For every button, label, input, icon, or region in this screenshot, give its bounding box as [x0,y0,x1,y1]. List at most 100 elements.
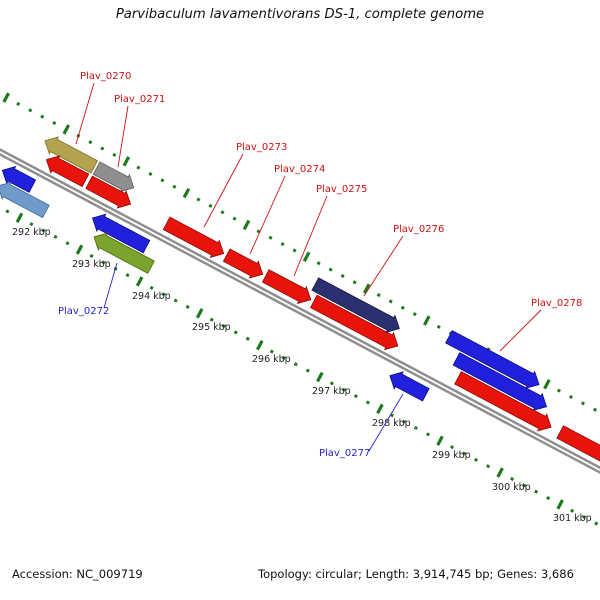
axis-minor-tick [28,108,33,113]
gene-label[interactable]: Plav_0274 [274,164,325,175]
gene-arrow-Plav_0274[interactable] [222,247,267,283]
axis-minor-tick [293,362,298,367]
axis-major-tick [2,92,10,103]
footer-summary: Topology: circular; Length: 3,914,745 bp… [257,567,574,581]
axis-minor-tick [112,152,117,157]
axis-minor-tick [352,280,357,285]
axis-minor-tick [592,407,598,412]
axis-tick-label: 299 kbp [432,450,471,461]
axis-minor-tick [486,464,491,469]
axis-minor-tick [220,210,225,215]
axis-minor-tick [100,146,105,151]
axis-minor-tick [436,324,441,329]
axis-major-tick [423,315,431,326]
gene-arrow-gene-u2-a[interactable] [452,351,551,416]
gene-labels: Plav_0270 Plav_0271 Plav_0272 Plav_0273 … [58,71,582,459]
gene-arrow-Plav_0276[interactable] [311,276,404,337]
label-leader-line [363,235,404,297]
axis-minor-tick [450,445,455,450]
axis-minor-tick [376,293,381,298]
axis-minor-tick [522,483,527,488]
gene-label-group: Plav_0277 [319,393,404,459]
axis-major-tick [15,212,24,223]
axis-minor-tick [474,457,479,462]
axis-minor-tick [173,298,178,303]
axis-minor-tick [232,216,237,221]
gene-label[interactable]: Plav_0270 [80,71,131,82]
gene-arrow-Plav_0270[interactable] [40,132,99,175]
axis-major-tick [496,467,504,478]
axis-major-tick [256,340,264,351]
gene-arrow-Plav_0272[interactable] [90,229,156,276]
axis-minor-tick [388,299,393,304]
axis-minor-tick [546,496,551,501]
gene-label[interactable]: Plav_0277 [319,448,370,459]
axis-minor-tick [209,317,214,322]
axis-minor-tick [29,222,34,227]
gene-label[interactable]: Plav_0272 [58,306,109,317]
axis-minor-tick [53,234,58,239]
axis-minor-tick [125,273,130,278]
axis-major-tick [122,156,131,167]
gene-arrow-Plav_0275[interactable] [261,267,315,308]
gene-label-group: Plav_0273 [203,142,287,228]
axis-minor-tick [208,203,213,208]
axis-minor-tick [510,476,515,481]
gene-label-group: Plav_0275 [293,184,367,277]
gene-arrow-gene-u1-b[interactable] [85,174,135,213]
gene-label-group: Plav_0271 [114,94,165,168]
axis-minor-tick [148,171,153,177]
axis-minor-tick [316,261,321,266]
axis-minor-tick [413,425,419,431]
gene-arrow-gene-u1-a[interactable] [42,151,90,188]
axis-tick-label: 296 kbp [252,354,291,365]
axis-minor-tick [185,304,190,309]
axis-minor-tick [462,451,467,456]
diagram-title: Parvibaculum lavamentivorans DS-1, compl… [116,7,484,22]
gene-arrows [0,132,600,474]
genome-track [0,92,600,526]
axis-major-tick [75,244,84,255]
gene-arrow-gene-d1-b[interactable] [88,210,151,255]
axis-minor-tick [172,184,177,189]
gene-label[interactable]: Plav_0275 [316,184,367,195]
axis-tick-label: 297 kbp [312,386,351,397]
genome-axis-gap [0,113,600,509]
gene-label[interactable]: Plav_0271 [114,94,165,105]
gene-label[interactable]: Plav_0273 [236,142,287,153]
axis-tick-label: 292 kbp [12,227,51,238]
axis-tick-label: 293 kbp [72,259,111,270]
gene-arrow-Plav_0278[interactable] [444,328,543,393]
gene-arrow-Plav_0271[interactable] [92,160,138,197]
axis-major-tick [556,499,564,510]
axis-minor-tick [88,140,93,145]
axis-minor-tick [136,165,141,170]
gene-arrow-gene-d2-a[interactable] [0,178,50,220]
axis-major-tick [182,187,191,199]
axis-minor-tick [401,419,406,424]
gene-label-group: Plav_0274 [249,164,325,255]
gene-label[interactable]: Plav_0276 [393,224,444,235]
gene-arrow-gene-u1-d[interactable] [454,369,556,435]
axis-tick-labels: 292 kbp 293 kbp 294 kbp 295 kbp 296 kbp … [12,227,592,524]
gene-arrow-gene-u1-e[interactable] [556,424,600,474]
gene-label-group: Plav_0272 [58,262,118,317]
axis-minor-tick [16,101,21,106]
gene-arrow-gene-d1-a[interactable] [0,162,37,195]
axis-minor-tick [149,285,154,290]
axis-minor-tick [365,400,370,405]
axis-minor-tick [281,355,286,360]
axis-major-tick [436,435,444,446]
gene-arrow-Plav_0273[interactable] [162,215,228,262]
axis-minor-tick [5,209,10,214]
gene-arrow-gene-u1-c[interactable] [309,293,402,354]
axis-minor-tick [268,235,273,240]
gene-arrow-Plav_0277[interactable] [385,367,430,403]
axis-tick-label: 301 kbp [553,513,592,524]
axis-tick-label: 294 kbp [132,291,171,302]
axis-minor-tick [425,432,431,437]
axis-major-tick [135,276,144,287]
label-leader-line [293,195,328,277]
axis-major-tick [362,283,371,294]
gene-label[interactable]: Plav_0278 [531,298,582,309]
